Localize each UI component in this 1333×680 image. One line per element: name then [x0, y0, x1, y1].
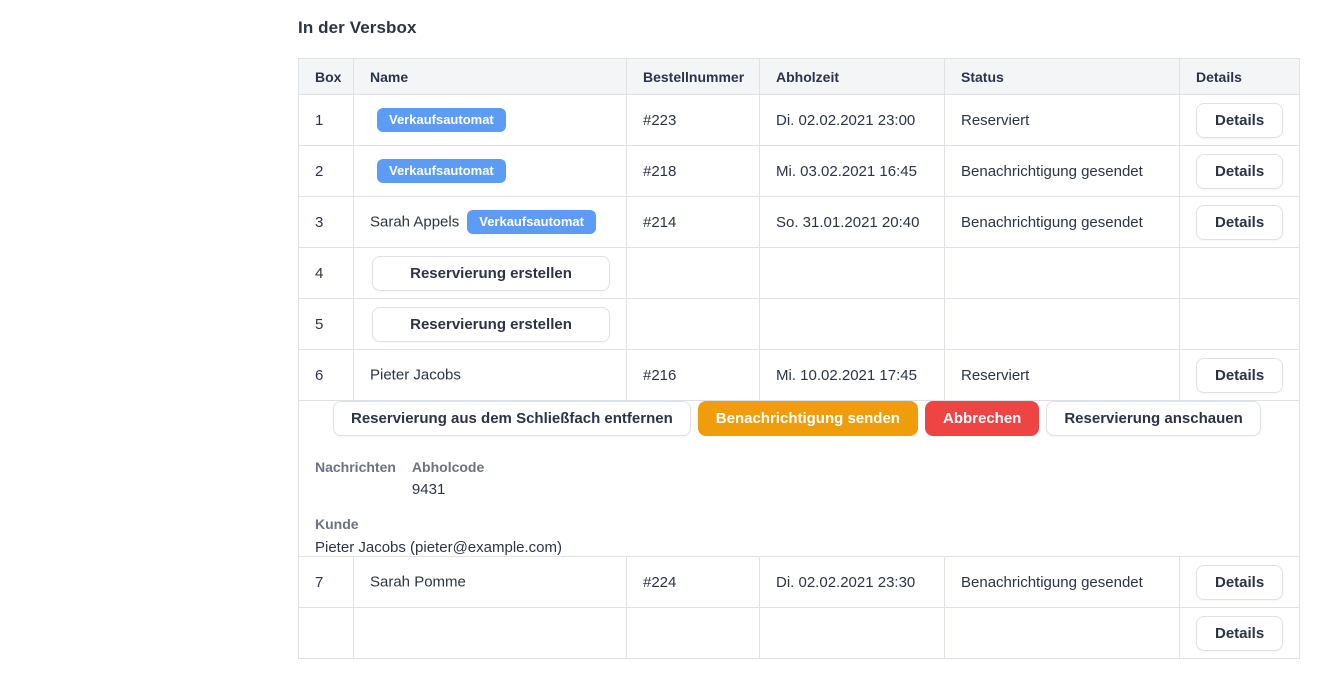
name-cell: Verkaufsautomat [353, 145, 627, 197]
customer-name: Sarah Appels [370, 213, 460, 231]
status-text [944, 247, 1180, 299]
remove-from-locker-button[interactable]: Reservierung aus dem Schließfach entfern… [333, 401, 691, 436]
name-cell: Reservierung erstellen [353, 298, 627, 350]
order-number [626, 247, 760, 299]
box-number: 5 [298, 298, 354, 350]
table-row-box-2: 2 Verkaufsautomat #218 Mi. 03.02.2021 16… [298, 145, 1300, 197]
nachrichten-label: Nachrichten [315, 459, 396, 475]
table-row-box-1: 1 Verkaufsautomat #223 Di. 02.02.2021 23… [298, 94, 1300, 146]
customer-name: Pieter Jacobs [370, 366, 461, 384]
status-text: Benachrichtigung gesendet [944, 196, 1180, 248]
table-row-box-5: 5 Reservierung erstellen [298, 298, 1300, 350]
expanded-detail-row: Reservierung aus dem Schließfach entfern… [298, 400, 1300, 557]
details-cell [1179, 247, 1300, 299]
status-text: Benachrichtigung gesendet [944, 556, 1180, 608]
kunde-field: Kunde Pieter Jacobs (pieter@example.com) [315, 516, 1283, 556]
order-number: #214 [626, 196, 760, 248]
details-button[interactable]: Details [1196, 204, 1284, 240]
details-button[interactable]: Details [1196, 102, 1284, 138]
details-button[interactable]: Details [1196, 153, 1284, 189]
versbox-table: Box Name Bestellnummer Abholzeit Status … [298, 58, 1300, 659]
box-number: 3 [298, 196, 354, 248]
status-text [944, 607, 1180, 659]
status-text: Reserviert [944, 94, 1180, 146]
box-number: 6 [298, 349, 354, 401]
table-row-partial: Details [298, 607, 1300, 659]
pickup-time: Di. 02.02.2021 23:00 [759, 94, 945, 146]
details-cell: Details [1179, 145, 1300, 197]
box-number: 1 [298, 94, 354, 146]
name-cell: Sarah Pomme [353, 556, 627, 608]
pickup-time: Mi. 03.02.2021 16:45 [759, 145, 945, 197]
order-number: #216 [626, 349, 760, 401]
create-reservation-button[interactable]: Reservierung erstellen [372, 306, 610, 342]
status-text [944, 298, 1180, 350]
table-row-box-6: 6 Pieter Jacobs #216 Mi. 10.02.2021 17:4… [298, 349, 1300, 401]
name-cell [353, 607, 627, 659]
status-text: Reserviert [944, 349, 1180, 401]
status-text: Benachrichtigung gesendet [944, 145, 1180, 197]
abholcode-value: 9431 [411, 481, 446, 498]
name-cell: Sarah Appels Verkaufsautomat [353, 196, 627, 248]
pickup-time [759, 247, 945, 299]
column-header-box: Box [298, 58, 354, 95]
order-number: #223 [626, 94, 760, 146]
pickup-time [759, 607, 945, 659]
abholcode-field: Abholcode 9431 [412, 459, 484, 498]
pickup-time: Di. 02.02.2021 23:30 [759, 556, 945, 608]
details-button[interactable]: Details [1196, 564, 1284, 600]
details-button[interactable]: Details [1196, 615, 1284, 651]
versbox-section: In der Versbox Box Name Bestellnummer Ab… [298, 18, 1302, 659]
verkaufsautomat-badge: Verkaufsautomat [377, 108, 506, 132]
details-cell [1179, 298, 1300, 350]
table-row-box-7: 7 Sarah Pomme #224 Di. 02.02.2021 23:30 … [298, 556, 1300, 608]
pickup-time [759, 298, 945, 350]
customer-name: Sarah Pomme [370, 573, 466, 591]
nachrichten-field: Nachrichten [315, 459, 396, 498]
column-header-name: Name [353, 58, 627, 95]
details-cell: Details [1179, 556, 1300, 608]
kunde-value: Pieter Jacobs (pieter@example.com) [315, 539, 562, 556]
name-cell: Pieter Jacobs [353, 349, 627, 401]
reservation-action-bar: Reservierung aus dem Schließfach entfern… [333, 401, 1283, 436]
cancel-button[interactable]: Abbrechen [924, 401, 1040, 436]
column-header-abholzeit: Abholzeit [759, 58, 945, 95]
details-cell: Details [1179, 349, 1300, 401]
create-reservation-button[interactable]: Reservierung erstellen [372, 255, 610, 291]
table-row-box-3: 3 Sarah Appels Verkaufsautomat #214 So. 3… [298, 196, 1300, 248]
order-number [626, 298, 760, 350]
box-number: 2 [298, 145, 354, 197]
table-row-box-4: 4 Reservierung erstellen [298, 247, 1300, 299]
details-button[interactable]: Details [1196, 357, 1284, 393]
view-reservation-button[interactable]: Reservierung anschauen [1046, 401, 1261, 436]
name-cell: Verkaufsautomat [353, 94, 627, 146]
verkaufsautomat-badge: Verkaufsautomat [377, 159, 506, 183]
details-cell: Details [1179, 196, 1300, 248]
column-header-status: Status [944, 58, 1180, 95]
column-header-bestellnummer: Bestellnummer [626, 58, 760, 95]
details-cell: Details [1179, 607, 1300, 659]
order-number [626, 607, 760, 659]
details-cell: Details [1179, 94, 1300, 146]
name-cell: Reservierung erstellen [353, 247, 627, 299]
kunde-label: Kunde [315, 516, 359, 532]
code-field-row: Nachrichten Abholcode 9431 [315, 459, 1283, 498]
pickup-time: So. 31.01.2021 20:40 [759, 196, 945, 248]
pickup-time: Mi. 10.02.2021 17:45 [759, 349, 945, 401]
send-notification-button[interactable]: Benachrichtigung senden [697, 401, 918, 436]
order-number: #218 [626, 145, 760, 197]
box-number: 7 [298, 556, 354, 608]
page-title: In der Versbox [298, 18, 417, 37]
table-header-row: Box Name Bestellnummer Abholzeit Status … [298, 58, 1300, 95]
box-number [298, 607, 354, 659]
abholcode-label: Abholcode [411, 459, 485, 475]
column-header-details: Details [1179, 58, 1300, 95]
box-number: 4 [298, 247, 354, 299]
expanded-detail-panel: Reservierung aus dem Schließfach entfern… [298, 400, 1300, 557]
verkaufsautomat-badge: Verkaufsautomat [467, 210, 596, 234]
order-number: #224 [626, 556, 760, 608]
